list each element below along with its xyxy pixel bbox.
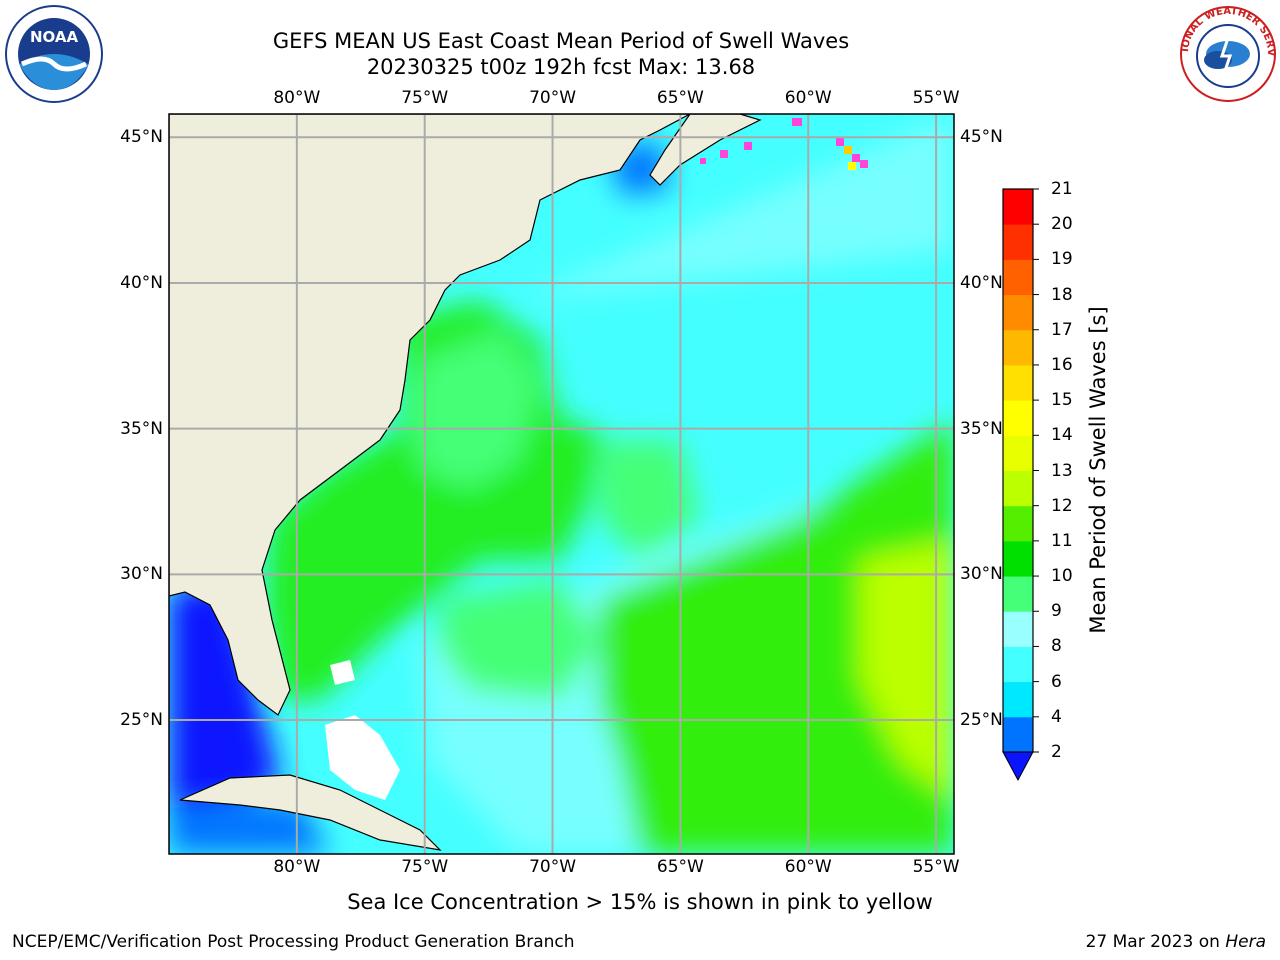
lat-tick-label-left: 35°N (120, 418, 163, 439)
lat-tick-label-right: 30°N (960, 564, 1003, 585)
colorbar-under-triangle (1002, 751, 1034, 782)
lat-tick-label-right: 25°N (960, 709, 1003, 730)
sea-ice-cell (848, 162, 856, 170)
land-cuba (179, 774, 442, 851)
colorbar-tick-label: 8 (1051, 636, 1062, 657)
colorbar-tick-label: 16 (1051, 354, 1073, 375)
colorbar-segment (1003, 435, 1033, 471)
colorbar (1003, 188, 1039, 753)
sea-ice-cell (860, 160, 868, 168)
colorbar-frame (1002, 188, 1034, 753)
lon-tick-label: 55°W (912, 857, 960, 877)
colorbar-segment (1003, 540, 1033, 577)
map-frame (168, 113, 955, 855)
footer-date: 27 Mar 2023 on Hera (1086, 932, 1266, 952)
colorbar-tick-label: 10 (1051, 566, 1073, 587)
lat-tick-label-left: 45°N (120, 127, 163, 148)
sea-ice-note: Sea Ice Concentration > 15% is shown in … (347, 890, 933, 914)
colorbar-segment (1003, 294, 1033, 331)
map-title: GEFS MEAN US East Coast Mean Period of S… (272, 29, 850, 53)
colorbar-tick-label: 20 (1051, 214, 1073, 235)
lon-tick-label: 65°W (656, 88, 704, 108)
colorbar-tick-label: 18 (1051, 284, 1073, 305)
lon-tick-label: 75°W (401, 88, 449, 108)
missing-bahamas (325, 715, 400, 800)
colorbar-segment (1003, 259, 1033, 296)
colorbar-tick-label: 17 (1051, 319, 1073, 340)
nws-logo: NATIONAL WEATHER SERVICE (1174, 0, 1278, 104)
colorbar-segment (1003, 400, 1033, 436)
sea-ice-cell (844, 146, 852, 154)
colorbar-segment (1003, 189, 1033, 225)
lon-tick-label: 65°W (656, 857, 704, 877)
sea-ice-cell (792, 118, 802, 126)
sea-ice-cell (720, 150, 728, 158)
lon-tick-label: 70°W (529, 88, 577, 108)
colorbar-tick-label: 19 (1051, 249, 1073, 270)
colorbar-segment (1003, 364, 1033, 401)
lat-tick-label-left: 40°N (120, 272, 163, 293)
colorbar-segment (1003, 470, 1033, 507)
colorbar-tick-label: 4 (1051, 706, 1062, 727)
colorbar-segment (1003, 611, 1033, 647)
sea-ice-cell (836, 138, 844, 146)
lat-tick-label-left: 25°N (120, 709, 163, 730)
colorbar-segment (1003, 681, 1033, 718)
colorbar-tick-label: 15 (1051, 390, 1073, 411)
sea-ice-cell (744, 142, 752, 150)
lon-tick-label: 70°W (529, 857, 577, 877)
colorbar-segment (1003, 646, 1033, 683)
colorbar-tick-label: 12 (1051, 495, 1073, 516)
colorbar-tick-label: 11 (1051, 530, 1073, 551)
colorbar-tick-label: 2 (1051, 742, 1062, 762)
lat-tick-label-right: 45°N (960, 127, 1003, 148)
lon-tick-label: 80°W (273, 88, 321, 108)
lon-tick-label: 55°W (912, 88, 960, 108)
footer-date-text: 27 Mar 2023 on (1085, 932, 1226, 952)
colorbar-segment (1003, 329, 1033, 366)
lon-tick-label: 60°W (784, 857, 832, 877)
footer-credit: NCEP/EMC/Verification Post Processing Pr… (12, 932, 575, 952)
gridlines (169, 114, 954, 854)
colorbar-tick-label: 6 (1051, 671, 1062, 692)
colorbar-segment (1003, 576, 1033, 612)
colorbar-segment (1003, 716, 1033, 753)
colorbar-tick-label: 9 (1051, 601, 1062, 622)
noaa-logo-text: NOAA (30, 28, 79, 46)
colorbar-segment (1003, 505, 1033, 542)
noaa-logo: NOAA (4, 4, 104, 104)
footer-machine: Hera (1225, 932, 1266, 952)
land-north-america (169, 114, 691, 716)
map-subtitle: 20230325 t00z 192h fcst Max: 13.68 (366, 55, 756, 79)
colorbar-segment (1003, 224, 1033, 260)
sea-ice-cell (852, 154, 860, 162)
lon-tick-label: 75°W (401, 857, 449, 877)
colorbar-tick-label: 21 (1051, 179, 1073, 199)
lat-tick-label-left: 30°N (120, 564, 163, 585)
lat-tick-label-right: 40°N (960, 272, 1003, 293)
lon-tick-label: 60°W (784, 88, 832, 108)
colorbar-tick-label: 14 (1051, 425, 1073, 446)
lat-tick-label-right: 35°N (960, 418, 1003, 439)
lon-tick-label: 80°W (273, 857, 321, 877)
colorbar-tick-label: 13 (1051, 460, 1073, 481)
colorbar-label: Mean Period of Swell Waves [s] (1086, 306, 1110, 634)
sea-ice-cell (700, 158, 706, 164)
